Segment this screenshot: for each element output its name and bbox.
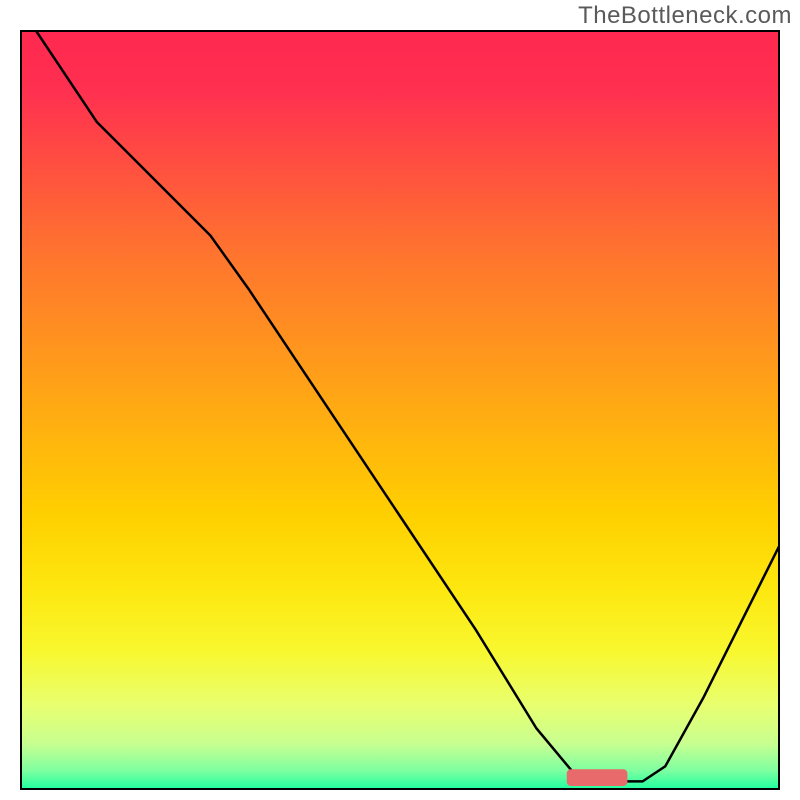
plot-area <box>20 30 780 790</box>
optimal-marker <box>567 769 628 786</box>
chart-container: TheBottleneck.com <box>0 0 800 800</box>
chart-background <box>21 31 779 789</box>
gradient-line-chart <box>20 30 780 790</box>
watermark-text: TheBottleneck.com <box>578 2 792 30</box>
